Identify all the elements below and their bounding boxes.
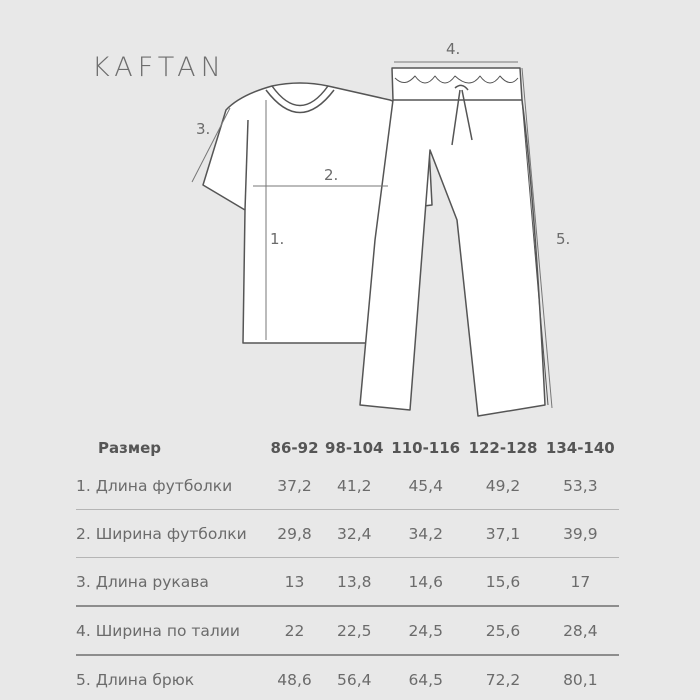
size-col: 134-140 bbox=[545, 439, 615, 457]
cell: 80,1 bbox=[563, 670, 598, 689]
cell: 37,1 bbox=[464, 509, 542, 558]
cell: 53,3 bbox=[541, 462, 619, 510]
size-col: 86-92 bbox=[270, 439, 319, 457]
cell: 64,5 bbox=[408, 670, 443, 689]
table-row: 5. Длина брюк 48,6 56,4 64,5 72,2 80,1 bbox=[76, 655, 619, 700]
cell: 29,8 bbox=[267, 509, 322, 558]
cell: 14,6 bbox=[387, 557, 465, 607]
measure-label-3: 3. bbox=[196, 120, 211, 138]
cell: 28,4 bbox=[541, 606, 619, 656]
garment-diagram bbox=[191, 61, 553, 417]
cell: 22,5 bbox=[321, 606, 388, 656]
measurement-lines bbox=[191, 61, 553, 409]
table-header: Размер 86-92 98-104 110-116 122-128 134-… bbox=[76, 434, 619, 462]
cell: 24,5 bbox=[387, 606, 465, 656]
pants-drawing bbox=[359, 67, 549, 417]
measure-label-5: 5. bbox=[556, 230, 571, 248]
size-table: Размер 86-92 98-104 110-116 122-128 134-… bbox=[76, 434, 619, 700]
cell: 37,2 bbox=[267, 462, 322, 510]
cell: 17 bbox=[541, 557, 619, 607]
cell: 39,9 bbox=[541, 509, 619, 558]
cell: 72,2 bbox=[485, 670, 521, 689]
cell: 41,2 bbox=[321, 462, 388, 510]
measure-label-1: 1. bbox=[270, 230, 285, 248]
table-row: 2. Ширина футболки 29,8 32,4 34,2 37,1 3… bbox=[76, 509, 619, 558]
cell: 15,6 bbox=[464, 557, 542, 607]
size-col: 122-128 bbox=[468, 439, 538, 457]
cell: 34,2 bbox=[387, 509, 465, 558]
size-col: 98-104 bbox=[325, 439, 384, 457]
cell: 56,4 bbox=[337, 670, 372, 689]
cell: 25,6 bbox=[464, 606, 542, 656]
row-label: 1. Длина футболки bbox=[76, 462, 268, 510]
row-label: 4. Ширина по талии bbox=[76, 606, 268, 656]
table-row: 1. Длина футболки 37,2 41,2 45,4 49,2 53… bbox=[76, 462, 619, 510]
cell: 32,4 bbox=[321, 509, 388, 558]
size-col: 110-116 bbox=[391, 439, 461, 457]
cell: 13 bbox=[267, 557, 322, 607]
cell: 22 bbox=[267, 606, 322, 656]
row-label: 5. Длина брюк bbox=[76, 670, 195, 689]
row-label: 3. Длина рукава bbox=[76, 557, 268, 607]
table-row: 4. Ширина по талии 22 22,5 24,5 25,6 28,… bbox=[76, 606, 619, 656]
measure-label-2: 2. bbox=[324, 166, 339, 184]
measure-label-4: 4. bbox=[446, 40, 461, 58]
size-header: Размер bbox=[98, 439, 162, 457]
brand-logo: KAFTAN bbox=[92, 52, 226, 83]
cell: 49,2 bbox=[464, 462, 542, 510]
cell: 13,8 bbox=[321, 557, 388, 607]
cell: 45,4 bbox=[387, 462, 465, 510]
cell: 48,6 bbox=[277, 670, 312, 689]
table-row: 3. Длина рукава 13 13,8 14,6 15,6 17 bbox=[76, 557, 619, 607]
row-label: 2. Ширина футболки bbox=[76, 509, 268, 558]
